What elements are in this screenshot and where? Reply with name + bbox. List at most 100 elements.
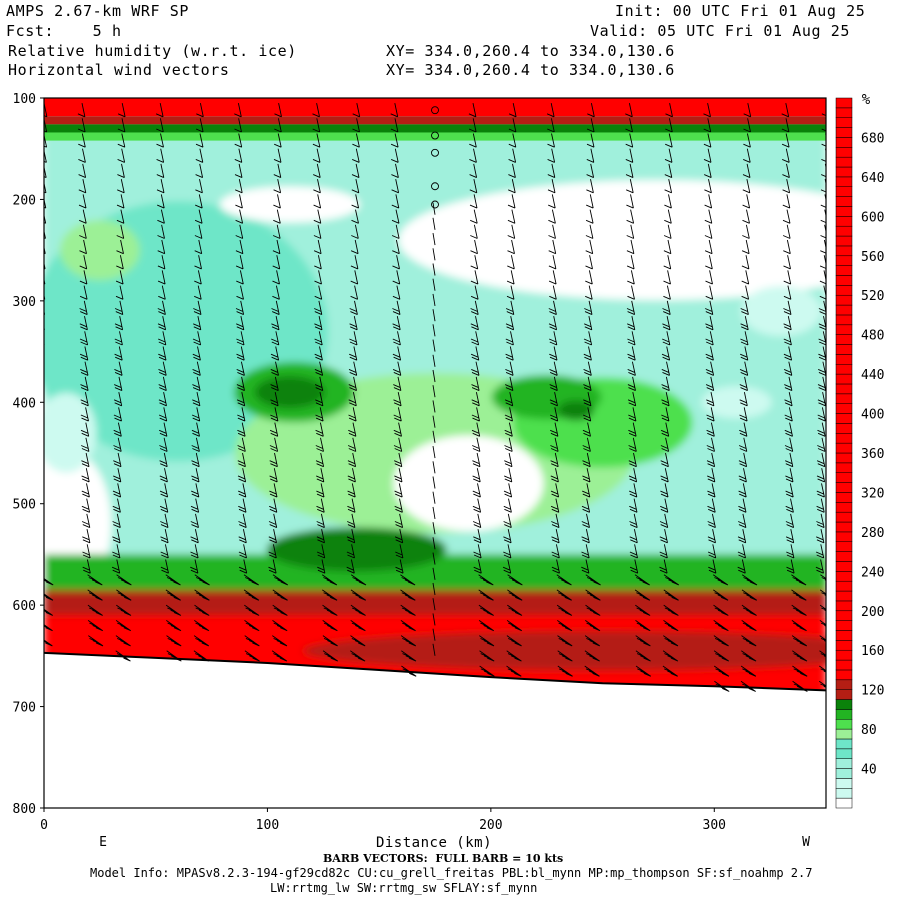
colorbar-cell — [835, 462, 853, 473]
wind-barb — [117, 163, 125, 179]
wind-barb — [192, 361, 201, 376]
wind-barb — [391, 179, 400, 194]
wind-barb — [350, 589, 367, 601]
plot-frame — [43, 97, 827, 809]
colorbar-cell — [835, 413, 853, 424]
colorbar-cell — [835, 235, 853, 247]
colorbar-cell — [835, 571, 853, 582]
wind-barb — [236, 316, 245, 331]
wind-barb — [269, 452, 278, 468]
wind-barb — [269, 498, 278, 513]
wind-barb — [704, 209, 713, 224]
wind-barb — [549, 392, 558, 407]
wind-barb — [470, 224, 478, 239]
wind-barb — [581, 498, 591, 513]
wind-barb — [77, 118, 86, 133]
wind-barb — [244, 635, 260, 647]
wind-barb — [432, 385, 436, 398]
wind-barb — [273, 209, 281, 224]
wind-barb — [508, 179, 516, 194]
wind-barb — [195, 194, 203, 209]
wind-barb — [707, 544, 717, 559]
wind-barb — [322, 620, 338, 632]
wind-barb — [741, 650, 757, 662]
colorbar-cell — [835, 383, 853, 395]
x-axis-end-label-right: W — [802, 835, 810, 850]
wind-barb — [661, 361, 670, 376]
wind-barb — [507, 604, 523, 616]
model-title: AMPS 2.67-km WRF SP — [6, 2, 189, 20]
wind-barb — [662, 665, 678, 677]
colorbar-tick-label: 120 — [861, 684, 884, 699]
wind-barb — [785, 468, 794, 483]
wind-barb — [707, 468, 716, 483]
wind-barb — [236, 331, 245, 346]
wind-barb — [156, 163, 165, 179]
wind-barb — [80, 392, 89, 407]
wind-barb — [194, 224, 203, 239]
wind-barb — [705, 346, 714, 361]
wind-barb — [432, 461, 436, 474]
wind-barb — [581, 513, 590, 529]
wind-barb — [194, 255, 202, 270]
wind-barb — [504, 392, 514, 407]
wind-barb — [582, 437, 591, 452]
colorbar-cell — [835, 699, 853, 710]
wind-barb — [272, 255, 281, 270]
wind-barb — [113, 452, 122, 468]
colorbar-cell — [835, 600, 853, 612]
wind-barb — [268, 544, 277, 559]
wind-barb — [316, 513, 325, 529]
wind-barb — [470, 239, 478, 255]
wind-barb — [663, 224, 672, 239]
wind-barb — [80, 361, 89, 376]
wind-barb — [792, 650, 808, 662]
wind-barb — [742, 209, 750, 224]
colorbar-tick-label: 640 — [861, 171, 884, 186]
wind-barb — [432, 476, 436, 489]
wind-barb — [740, 665, 757, 677]
wind-barb — [79, 300, 88, 316]
colorbar-cell — [835, 689, 853, 700]
wind-barb — [739, 361, 749, 376]
x-axis-label: Distance (km) — [376, 835, 492, 851]
y-tick-label: 800 — [13, 802, 36, 817]
wind-barb — [82, 544, 91, 559]
wind-barb — [117, 133, 126, 148]
wind-barb — [390, 103, 399, 118]
wind-barb — [400, 574, 416, 586]
wind-barb — [505, 346, 514, 361]
colorbar-cell — [835, 580, 853, 592]
wind-barb — [348, 407, 357, 422]
wind-barb — [272, 589, 288, 601]
wind-barb — [820, 194, 826, 208]
wind-barb — [190, 513, 199, 529]
wind-barb — [273, 194, 281, 209]
wind-barb — [661, 346, 671, 361]
colorbar-cell — [835, 561, 853, 572]
wind-barb — [507, 194, 516, 209]
wind-barb — [548, 209, 556, 224]
wind-barb — [743, 148, 751, 163]
wind-barb — [432, 293, 436, 307]
colorbar-cell — [835, 620, 853, 631]
wind-barb — [783, 331, 792, 346]
wind-barb — [583, 346, 592, 361]
wind-barb — [820, 209, 826, 224]
wind-barb — [347, 498, 356, 513]
wind-barb — [347, 513, 356, 529]
wind-barb — [432, 598, 436, 611]
wind-barb — [584, 650, 600, 662]
wind-barb — [627, 331, 636, 346]
wind-barb — [116, 209, 125, 224]
wind-barb — [78, 179, 87, 194]
colorbar-cell — [835, 679, 853, 690]
field-name-1: Relative humidity (w.r.t. ice) — [8, 42, 297, 60]
colorbar-tick-label: 240 — [861, 565, 884, 580]
colorbar-cell — [835, 403, 853, 414]
wind-barb — [115, 620, 132, 632]
colorbar-cell — [835, 768, 853, 779]
wind-barb — [235, 209, 244, 224]
wind-barb — [557, 620, 573, 632]
wind-barb — [586, 179, 594, 194]
